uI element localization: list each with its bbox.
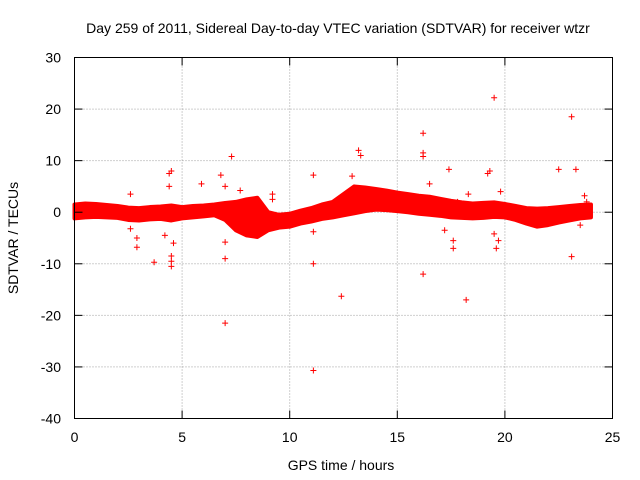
x-tick-label: 20: [497, 429, 513, 445]
data-point: [454, 198, 461, 205]
data-point: [198, 180, 205, 187]
data-point: [450, 237, 457, 244]
dense-data-band: [72, 184, 593, 239]
data-point: [420, 130, 427, 137]
data-point: [222, 183, 229, 190]
plot-frame: [74, 57, 613, 419]
data-point: [568, 253, 575, 260]
y-tick-label: 10: [45, 153, 61, 169]
y-axis-label: SDTVAR / TECUs: [5, 182, 21, 294]
data-point: [310, 172, 317, 179]
data-point: [583, 198, 590, 205]
data-point: [133, 235, 140, 241]
data-point: [217, 172, 224, 179]
data-point: [127, 225, 134, 232]
data-point: [493, 245, 500, 252]
data-point: [168, 167, 175, 174]
data-point: [439, 198, 446, 205]
data-point: [168, 253, 175, 260]
y-tick-label: 0: [53, 204, 61, 220]
x-tick-label: 0: [71, 429, 79, 445]
x-tick-label: 5: [178, 429, 186, 445]
axis-ticks: [74, 57, 613, 419]
data-point: [310, 367, 317, 374]
data-point: [166, 183, 173, 190]
data-point: [420, 271, 427, 278]
data-point: [338, 293, 345, 300]
data-point: [465, 191, 472, 198]
data-point: [222, 255, 229, 262]
data-point: [170, 240, 177, 247]
data-point: [577, 222, 584, 229]
data-point: [269, 196, 276, 203]
data-point: [497, 188, 504, 195]
data-point: [463, 296, 470, 303]
data-point: [572, 166, 579, 173]
x-tick-label: 25: [605, 429, 621, 445]
data-point: [310, 260, 317, 267]
chart-title: Day 259 of 2011, Sidereal Day-to-day VTE…: [86, 20, 590, 36]
data-point: [581, 192, 588, 199]
data-point: [222, 320, 229, 327]
data-point: [228, 153, 235, 160]
y-tick-labels: -40 -30 -20 -10 0 10 20 30: [41, 50, 61, 427]
y-tick-label: -10: [41, 256, 61, 272]
data-point: [420, 153, 427, 160]
data-point: [222, 239, 229, 246]
data-point: [161, 232, 168, 239]
data-point: [349, 173, 356, 180]
data-point: [310, 228, 317, 235]
data-point: [127, 191, 134, 198]
x-axis-label: GPS time / hours: [288, 457, 395, 473]
data-point: [151, 259, 158, 266]
data-point: [441, 227, 448, 234]
data-point: [486, 167, 493, 174]
data-point: [568, 113, 575, 120]
data-point: [445, 166, 452, 173]
data-point: [133, 244, 140, 251]
y-tick-label: 20: [45, 101, 61, 117]
grid: [74, 57, 613, 419]
data-point: [450, 245, 457, 252]
data-point: [357, 152, 364, 159]
y-tick-label: -40: [41, 411, 61, 427]
data-point: [355, 147, 362, 154]
y-tick-label: -30: [41, 359, 61, 375]
y-tick-label: 30: [45, 50, 61, 66]
data-points: [72, 94, 593, 374]
data-point: [555, 166, 562, 173]
data-point: [491, 230, 498, 237]
data-point: [426, 180, 433, 187]
data-point: [168, 258, 175, 265]
data-point: [491, 94, 498, 101]
data-point: [269, 191, 276, 198]
data-point: [168, 263, 175, 270]
data-point: [495, 237, 502, 244]
data-point: [237, 187, 244, 194]
x-tick-labels: 0 5 10 15 20 25: [71, 429, 621, 445]
y-tick-label: -20: [41, 307, 61, 323]
x-tick-label: 15: [390, 429, 406, 445]
x-tick-label: 10: [282, 429, 298, 445]
